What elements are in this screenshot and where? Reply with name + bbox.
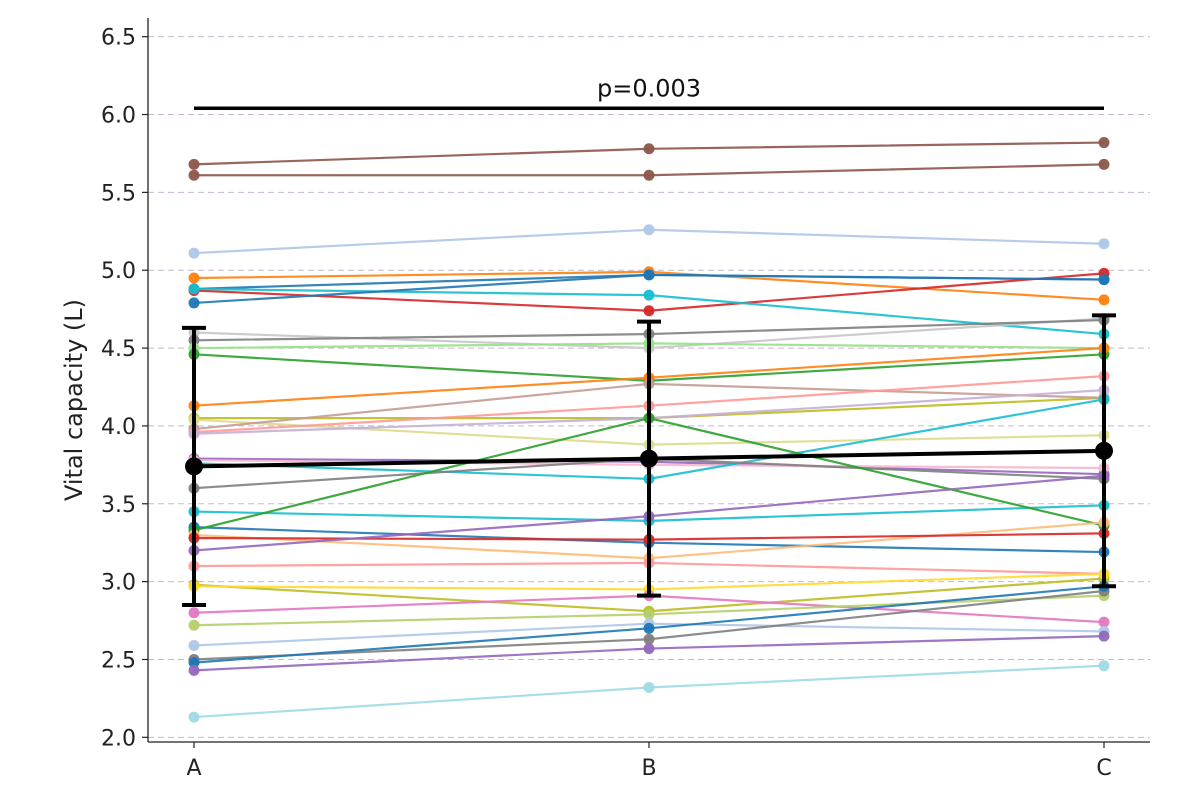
data-point [643, 289, 655, 301]
data-point [1098, 660, 1110, 672]
y-axis-label: Vital capacity (L) [60, 299, 88, 501]
y-tick-label: 3.5 [101, 493, 136, 518]
subject-series [188, 630, 1110, 676]
y-tick-label: 6.0 [101, 104, 136, 129]
data-point [188, 169, 200, 181]
data-point [643, 224, 655, 236]
mean-layer [182, 313, 1116, 607]
data-point [188, 247, 200, 259]
data-point [1098, 137, 1110, 149]
mean-point [185, 457, 203, 476]
x-tick-label: C [1096, 756, 1111, 781]
y-tick-label: 4.5 [101, 337, 136, 362]
mean-point [1095, 441, 1113, 460]
data-point [643, 169, 655, 181]
subject-series [188, 283, 1110, 340]
data-point [643, 643, 655, 655]
data-point [188, 711, 200, 723]
data-point [188, 657, 200, 669]
p-value-annotation: p=0.003 [597, 74, 701, 102]
y-tick-label: 6.5 [101, 26, 136, 51]
data-point [1098, 238, 1110, 250]
data-point [1098, 294, 1110, 306]
data-point [188, 272, 200, 284]
subject-series [188, 137, 1110, 170]
data-point [643, 269, 655, 281]
data-point [1098, 158, 1110, 170]
data-point [643, 633, 655, 645]
x-tick-label: A [186, 756, 201, 781]
annotation-layer: p=0.003 [194, 74, 1104, 111]
data-point [188, 297, 200, 309]
data-point [188, 607, 200, 619]
data-point [643, 608, 655, 620]
data-point [1098, 274, 1110, 286]
data-point [643, 143, 655, 155]
data-point [1098, 630, 1110, 642]
data-point [188, 158, 200, 170]
y-tick-label: 4.0 [101, 415, 136, 440]
subject-series [188, 660, 1110, 723]
y-tick-label: 5.0 [101, 259, 136, 284]
data-point [1098, 616, 1110, 628]
data-point [188, 619, 200, 631]
y-tick-label: 5.5 [101, 181, 136, 206]
mean-point [640, 449, 658, 468]
data-point [643, 682, 655, 694]
y-tick-label: 2.0 [101, 726, 136, 751]
data-point [643, 305, 655, 317]
subject-series [188, 269, 1110, 309]
tick-layer: 2.0 2.5 3.0 3.5 4.0 4.5 5.0 5.5 6.0 6.5 A B C [101, 26, 1112, 781]
y-tick-label: 2.5 [101, 648, 136, 673]
subject-series [188, 224, 1110, 259]
data-point [643, 622, 655, 634]
data-point [188, 639, 200, 651]
data-point [188, 664, 200, 676]
x-tick-label: B [641, 756, 656, 781]
data-point [188, 283, 200, 295]
subject-series [188, 158, 1110, 181]
y-tick-label: 3.0 [101, 571, 136, 596]
